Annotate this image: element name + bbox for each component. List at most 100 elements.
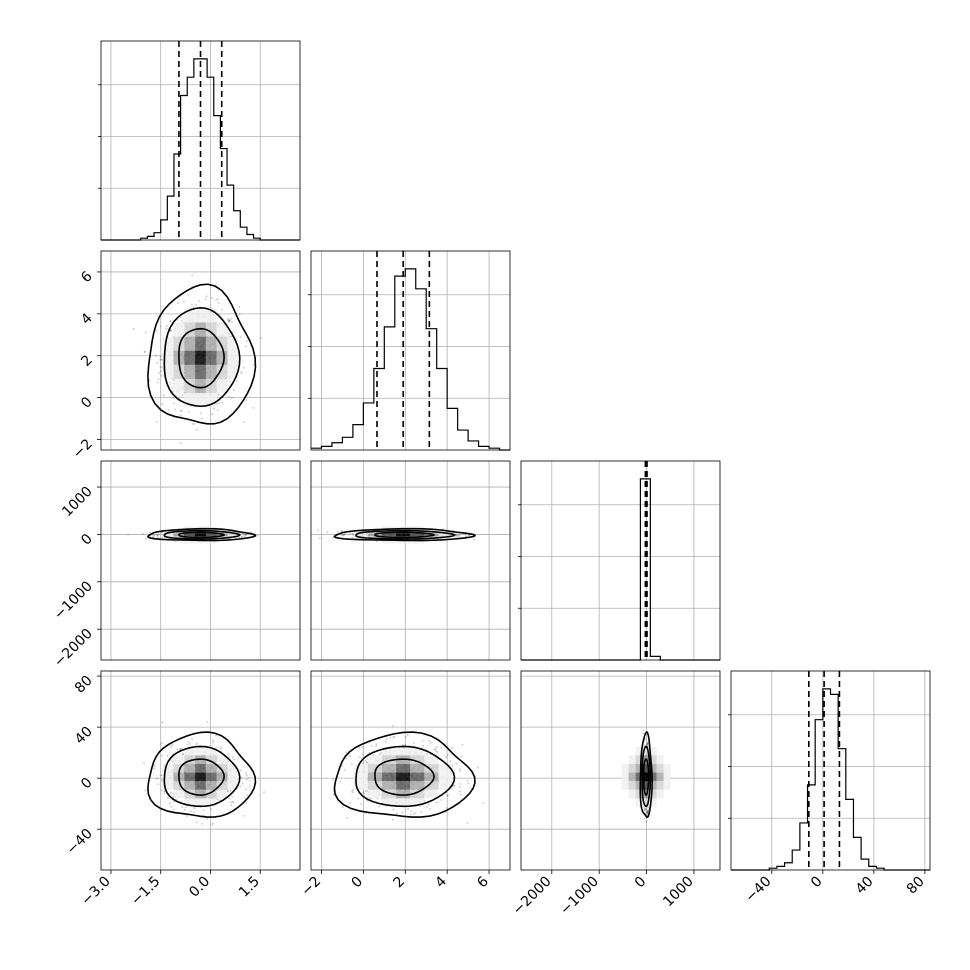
scatter-point [172, 800, 175, 803]
histogram-bin [650, 656, 660, 660]
scatter-point [157, 783, 160, 786]
scatter-point [339, 780, 341, 783]
scatter-point [446, 807, 448, 809]
scatter-panel-2-1 [310, 460, 511, 661]
scatter-panel-1-0 [100, 250, 301, 451]
scatter-point [349, 532, 352, 535]
scatter-point [468, 534, 470, 537]
density-cell [173, 531, 185, 534]
density-cell [216, 531, 228, 534]
scatter-point [446, 795, 449, 798]
scatter-point [183, 808, 186, 811]
scatter-point [436, 751, 439, 754]
scatter-point [143, 351, 146, 353]
scatter-point [363, 792, 366, 795]
contour-level-2 [163, 529, 241, 540]
histogram-bin [201, 59, 208, 240]
scatter-point [458, 786, 461, 788]
scatter-point [361, 746, 364, 748]
density-cell [184, 350, 196, 365]
scatter-point [378, 805, 380, 808]
contour-level-2 [163, 745, 241, 808]
scatter-point [153, 767, 156, 770]
y-tick-label: 2 [78, 352, 96, 370]
scatter-point [228, 319, 231, 322]
histogram-panel-3 [728, 670, 931, 871]
density-cell [642, 781, 650, 790]
scatter-point [343, 534, 346, 536]
scatter-point [350, 763, 353, 766]
density-cell [381, 755, 397, 764]
scatter-point [161, 403, 164, 406]
scatter-point [228, 319, 231, 322]
density-cell [642, 772, 650, 782]
density-cell [396, 763, 411, 773]
scatter-point [212, 741, 215, 744]
density-cell [424, 772, 439, 782]
contour-level-1 [333, 527, 477, 542]
scatter-point [644, 807, 646, 810]
histogram-bin [227, 185, 234, 240]
scatter-point [455, 763, 458, 765]
scatter-point [161, 774, 163, 777]
scatter-point [245, 399, 248, 401]
scatter-point [226, 318, 229, 320]
scatter-point [160, 358, 163, 361]
density-cell [381, 541, 397, 544]
scatter-point [228, 797, 230, 799]
scatter-point [233, 758, 236, 761]
scatter-point [482, 802, 485, 805]
scatter-point [344, 769, 346, 772]
scatter-point [167, 328, 169, 330]
scatter-point [159, 743, 162, 746]
scatter-point [196, 742, 198, 745]
scatter-point [191, 738, 193, 741]
histogram-bin [353, 425, 363, 450]
scatter-point [171, 743, 174, 746]
density-cell [205, 798, 217, 808]
scatter-point [156, 381, 159, 384]
scatter-point [227, 753, 230, 756]
scatter-point [389, 736, 392, 739]
scatter-point [364, 759, 367, 762]
histogram-bin [207, 77, 214, 240]
density-cell [227, 336, 239, 351]
density-cell [635, 798, 643, 808]
scatter-point [187, 294, 190, 296]
scatter-point [213, 407, 216, 410]
scatter-point [413, 742, 416, 744]
contour-level-3 [374, 531, 436, 539]
scatter-point [141, 533, 144, 535]
scatter-point [242, 366, 245, 369]
scatter-point [153, 534, 156, 537]
scatter-point [459, 769, 462, 772]
scatter-point [227, 319, 230, 322]
scatter-point [364, 790, 367, 793]
scatter-point [420, 811, 423, 813]
scatter-point [242, 421, 245, 424]
scatter-point [230, 804, 233, 807]
density-cell [424, 763, 439, 773]
density-cell [410, 746, 425, 756]
scatter-point [647, 809, 650, 812]
density-cell [649, 763, 657, 773]
scatter-point [195, 428, 198, 431]
histogram-bin [426, 329, 436, 450]
density-cell [424, 755, 439, 764]
histogram-bin [234, 211, 241, 240]
scatter-point [645, 820, 648, 823]
scatter-point [357, 797, 359, 800]
histogram-bin [869, 866, 877, 870]
scatter-point [349, 755, 352, 758]
x-tick-label: 0.0 [186, 874, 213, 901]
density-cell [663, 772, 671, 782]
scatter-point [414, 812, 417, 814]
y-tick-label: −2000 [51, 626, 96, 671]
scatter-point [247, 777, 250, 779]
scatter-point [191, 274, 193, 277]
density-cell [396, 781, 411, 790]
contour-level-2 [355, 529, 456, 540]
histogram-bin [479, 446, 489, 450]
density-cell [410, 528, 425, 532]
density-cell [195, 364, 206, 380]
